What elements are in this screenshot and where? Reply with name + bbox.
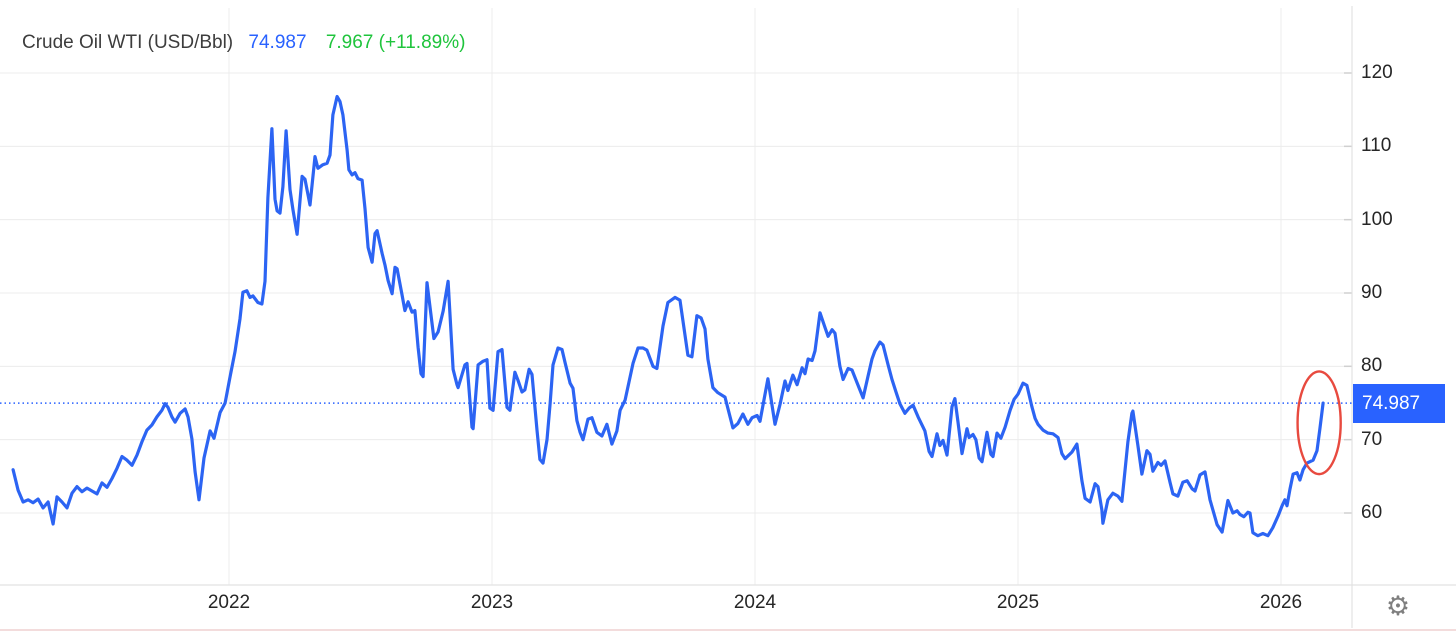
y-axis-label: 100 xyxy=(1361,208,1393,230)
current-price-badge: 74.987 xyxy=(1353,383,1445,423)
x-axis-label: 2025 xyxy=(996,592,1040,613)
x-axis-label: 2023 xyxy=(470,592,514,613)
price-line-series xyxy=(11,94,1325,538)
spike-highlight-ellipse xyxy=(1296,370,1342,476)
y-axis-label: 70 xyxy=(1361,428,1383,450)
y-axis-label: 90 xyxy=(1361,281,1383,303)
y-axis-label: 110 xyxy=(1361,135,1392,157)
settings-gear-icon[interactable]: ⚙ xyxy=(1385,591,1411,621)
x-axis-label: 2026 xyxy=(1259,592,1303,613)
x-axis-label: 2024 xyxy=(733,592,777,613)
y-axis-label: 80 xyxy=(1361,355,1383,377)
last-price-value: 74.987 xyxy=(248,32,307,53)
y-axis-label: 120 xyxy=(1361,62,1393,83)
x-axis-label: 2022 xyxy=(207,592,251,613)
price-change-value: 7.967 (+11.89%) xyxy=(325,32,466,53)
instrument-title: Crude Oil WTI (USD/Bbl) xyxy=(22,32,234,53)
chart-header: Crude Oil WTI (USD/Bbl) 74.987 7.967 (+1… xyxy=(22,30,465,56)
y-axis-label: 60 xyxy=(1361,501,1383,523)
